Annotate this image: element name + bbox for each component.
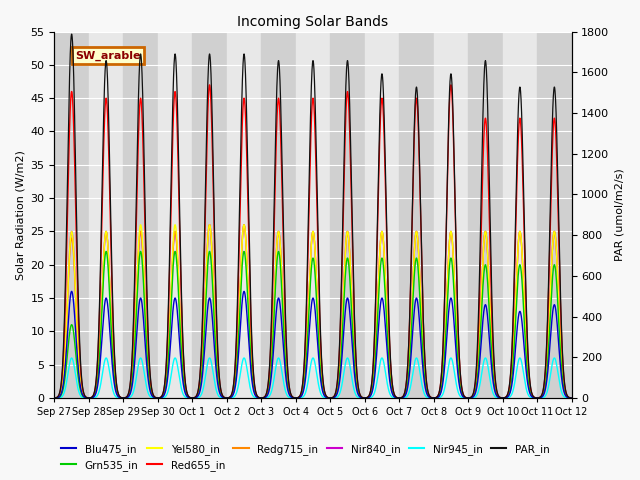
Bar	[434, 32, 468, 398]
Bar	[227, 32, 261, 398]
Legend: Blu475_in, Grn535_in, Yel580_in, Red655_in, Redg715_in, Nir840_in, Nir945_in, PA: Blu475_in, Grn535_in, Yel580_in, Red655_…	[56, 439, 554, 475]
Bar	[502, 32, 537, 398]
Bar	[468, 32, 502, 398]
Title: Incoming Solar Bands: Incoming Solar Bands	[237, 15, 388, 29]
Text: SW_arable: SW_arable	[75, 50, 141, 60]
Bar	[330, 32, 365, 398]
Y-axis label: PAR (umol/m2/s): PAR (umol/m2/s)	[615, 168, 625, 261]
Bar	[158, 32, 193, 398]
Bar	[54, 32, 89, 398]
Y-axis label: Solar Radiation (W/m2): Solar Radiation (W/m2)	[15, 150, 25, 280]
Bar	[193, 32, 227, 398]
Bar	[365, 32, 399, 398]
Bar	[399, 32, 434, 398]
Bar	[89, 32, 124, 398]
Bar	[124, 32, 158, 398]
Bar	[537, 32, 572, 398]
Bar	[296, 32, 330, 398]
Bar	[261, 32, 296, 398]
